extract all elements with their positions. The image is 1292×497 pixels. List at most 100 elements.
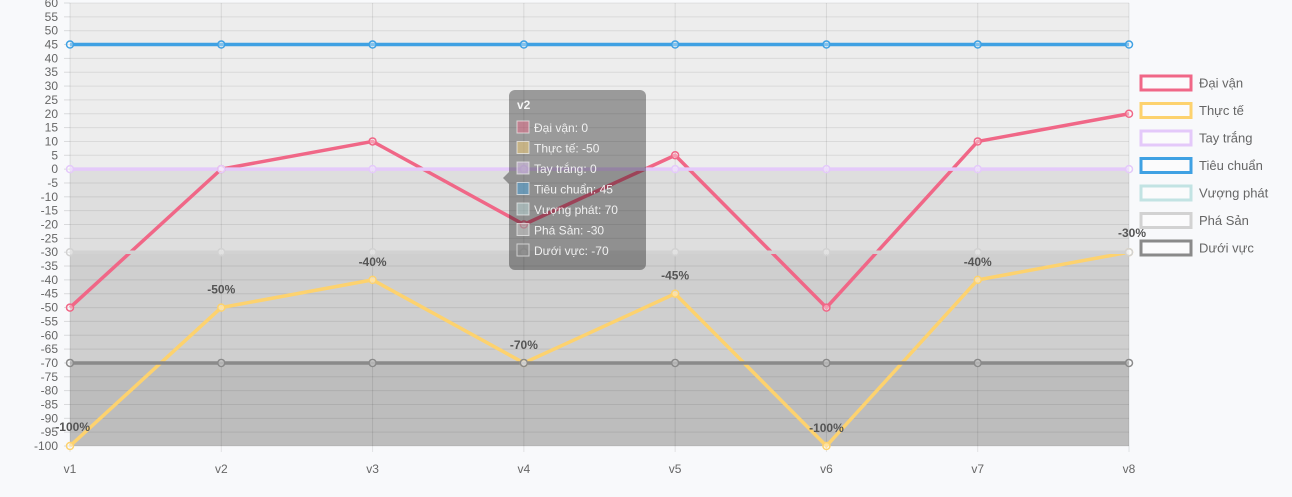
- data-point[interactable]: [670, 164, 680, 174]
- x-tick-label: v2: [215, 462, 228, 476]
- legend-swatch: [1139, 184, 1193, 202]
- tooltip-swatch: [516, 202, 530, 216]
- data-point[interactable]: [670, 151, 680, 160]
- data-point[interactable]: [217, 358, 226, 368]
- data-point[interactable]: [822, 303, 831, 312]
- y-axis-ticks: -100-95-90-85-80-75-70-65-60-55-50-45-40…: [34, 0, 58, 453]
- data-point[interactable]: [822, 358, 831, 368]
- legend-label: Tiêu chuẩn: [1199, 158, 1263, 173]
- legend-swatch: [1139, 74, 1193, 92]
- data-point[interactable]: [217, 164, 226, 174]
- data-point[interactable]: [368, 164, 377, 174]
- data-point[interactable]: [670, 247, 680, 257]
- y-tick-label: 0: [51, 162, 58, 176]
- data-label: -100%: [809, 421, 844, 435]
- data-point[interactable]: [973, 275, 982, 285]
- legend-label: Dưới vực: [1199, 241, 1254, 256]
- data-point[interactable]: [519, 164, 529, 174]
- legend-swatch: [1139, 157, 1193, 174]
- data-point[interactable]: [217, 247, 226, 257]
- legend[interactable]: Đại vận Thực tế Tay trắng Tiêu chuẩn Vượng p…: [1139, 74, 1269, 257]
- data-point[interactable]: [973, 247, 982, 257]
- data-point[interactable]: [822, 441, 831, 451]
- data-point[interactable]: [217, 40, 226, 49]
- data-label: -30%: [1118, 226, 1146, 240]
- data-point[interactable]: [670, 40, 680, 49]
- data-point[interactable]: [65, 247, 75, 257]
- legend-swatch: [1139, 212, 1193, 229]
- data-point[interactable]: [1124, 40, 1134, 49]
- data-point[interactable]: [822, 40, 831, 49]
- legend-item[interactable]: Vượng phát: [1139, 184, 1269, 202]
- data-point[interactable]: [65, 303, 75, 312]
- data-point[interactable]: [368, 40, 377, 49]
- series-points[interactable]: [65, 40, 1134, 451]
- legend-item[interactable]: Thực tế: [1139, 102, 1245, 119]
- data-label: -45%: [661, 269, 689, 283]
- y-tick-label: -20: [41, 218, 59, 232]
- data-label: -100%: [55, 420, 90, 434]
- y-tick-label: -60: [41, 328, 59, 342]
- x-tick-label: v3: [366, 462, 379, 476]
- legend-item[interactable]: Đại vận: [1139, 74, 1243, 92]
- tooltip-line: Thực tế: -50: [534, 142, 600, 156]
- y-tick-label: -55: [41, 314, 59, 328]
- x-tick-label: v5: [669, 462, 682, 476]
- data-point[interactable]: [519, 220, 529, 229]
- tooltip-swatch: [516, 141, 530, 154]
- data-point[interactable]: [519, 40, 529, 49]
- data-point[interactable]: [670, 358, 680, 368]
- data-point[interactable]: [973, 164, 982, 174]
- data-point[interactable]: [368, 358, 377, 368]
- legend-item[interactable]: Dưới vực: [1139, 239, 1254, 257]
- data-point[interactable]: [822, 164, 831, 174]
- data-point[interactable]: [65, 40, 75, 49]
- y-tick-label: 30: [45, 79, 59, 93]
- data-point[interactable]: [1124, 164, 1134, 174]
- legend-label: Tay trắng: [1199, 131, 1252, 146]
- data-label: -40%: [964, 255, 992, 269]
- data-label: -40%: [359, 255, 387, 269]
- y-tick-label: -75: [41, 370, 59, 384]
- data-point[interactable]: [65, 164, 75, 174]
- legend-item[interactable]: Tiêu chuẩn: [1139, 157, 1263, 174]
- data-labels: -100% -50% -40% -70% -45% -100% -40% -30%: [55, 226, 1146, 435]
- tooltip-swatch: [516, 182, 530, 195]
- data-point[interactable]: [1124, 109, 1134, 118]
- data-point[interactable]: [368, 247, 377, 257]
- y-tick-label: -65: [41, 342, 59, 356]
- data-point[interactable]: [217, 303, 226, 312]
- tooltip-line: Tiêu chuẩn: 45: [534, 183, 613, 197]
- x-tick-label: v4: [518, 462, 531, 476]
- legend-item[interactable]: Phá Sản: [1139, 212, 1249, 229]
- series-line-1: [68, 250, 1130, 449]
- data-label: -50%: [207, 283, 235, 297]
- data-point[interactable]: [65, 441, 75, 451]
- legend-item[interactable]: Tay trắng: [1139, 129, 1252, 147]
- y-tick-label: 40: [45, 51, 59, 65]
- tooltip-box: [509, 90, 646, 270]
- data-point[interactable]: [1124, 358, 1134, 368]
- x-tick-label: v7: [971, 462, 984, 476]
- legend-label: Đại vận: [1199, 76, 1243, 91]
- data-point[interactable]: [670, 289, 680, 298]
- data-point[interactable]: [1124, 247, 1134, 257]
- y-tick-label: 45: [45, 38, 59, 52]
- data-point[interactable]: [368, 275, 377, 285]
- data-point[interactable]: [65, 358, 75, 368]
- y-tick-label: -95: [41, 425, 59, 439]
- tooltip-caret: [503, 172, 509, 184]
- tooltip-swatch: [516, 243, 530, 257]
- tooltip-line: Dưới vực: -70: [534, 244, 609, 258]
- y-tick-label: -45: [41, 287, 59, 301]
- tooltip-title: v2: [517, 98, 531, 112]
- data-point[interactable]: [973, 40, 982, 49]
- data-point[interactable]: [973, 358, 982, 368]
- data-point[interactable]: [822, 247, 831, 257]
- data-point[interactable]: [368, 137, 377, 146]
- data-point[interactable]: [973, 137, 982, 146]
- data-point[interactable]: [519, 358, 529, 368]
- tooltip-swatch: [516, 120, 530, 134]
- y-tick-label: -5: [47, 176, 58, 190]
